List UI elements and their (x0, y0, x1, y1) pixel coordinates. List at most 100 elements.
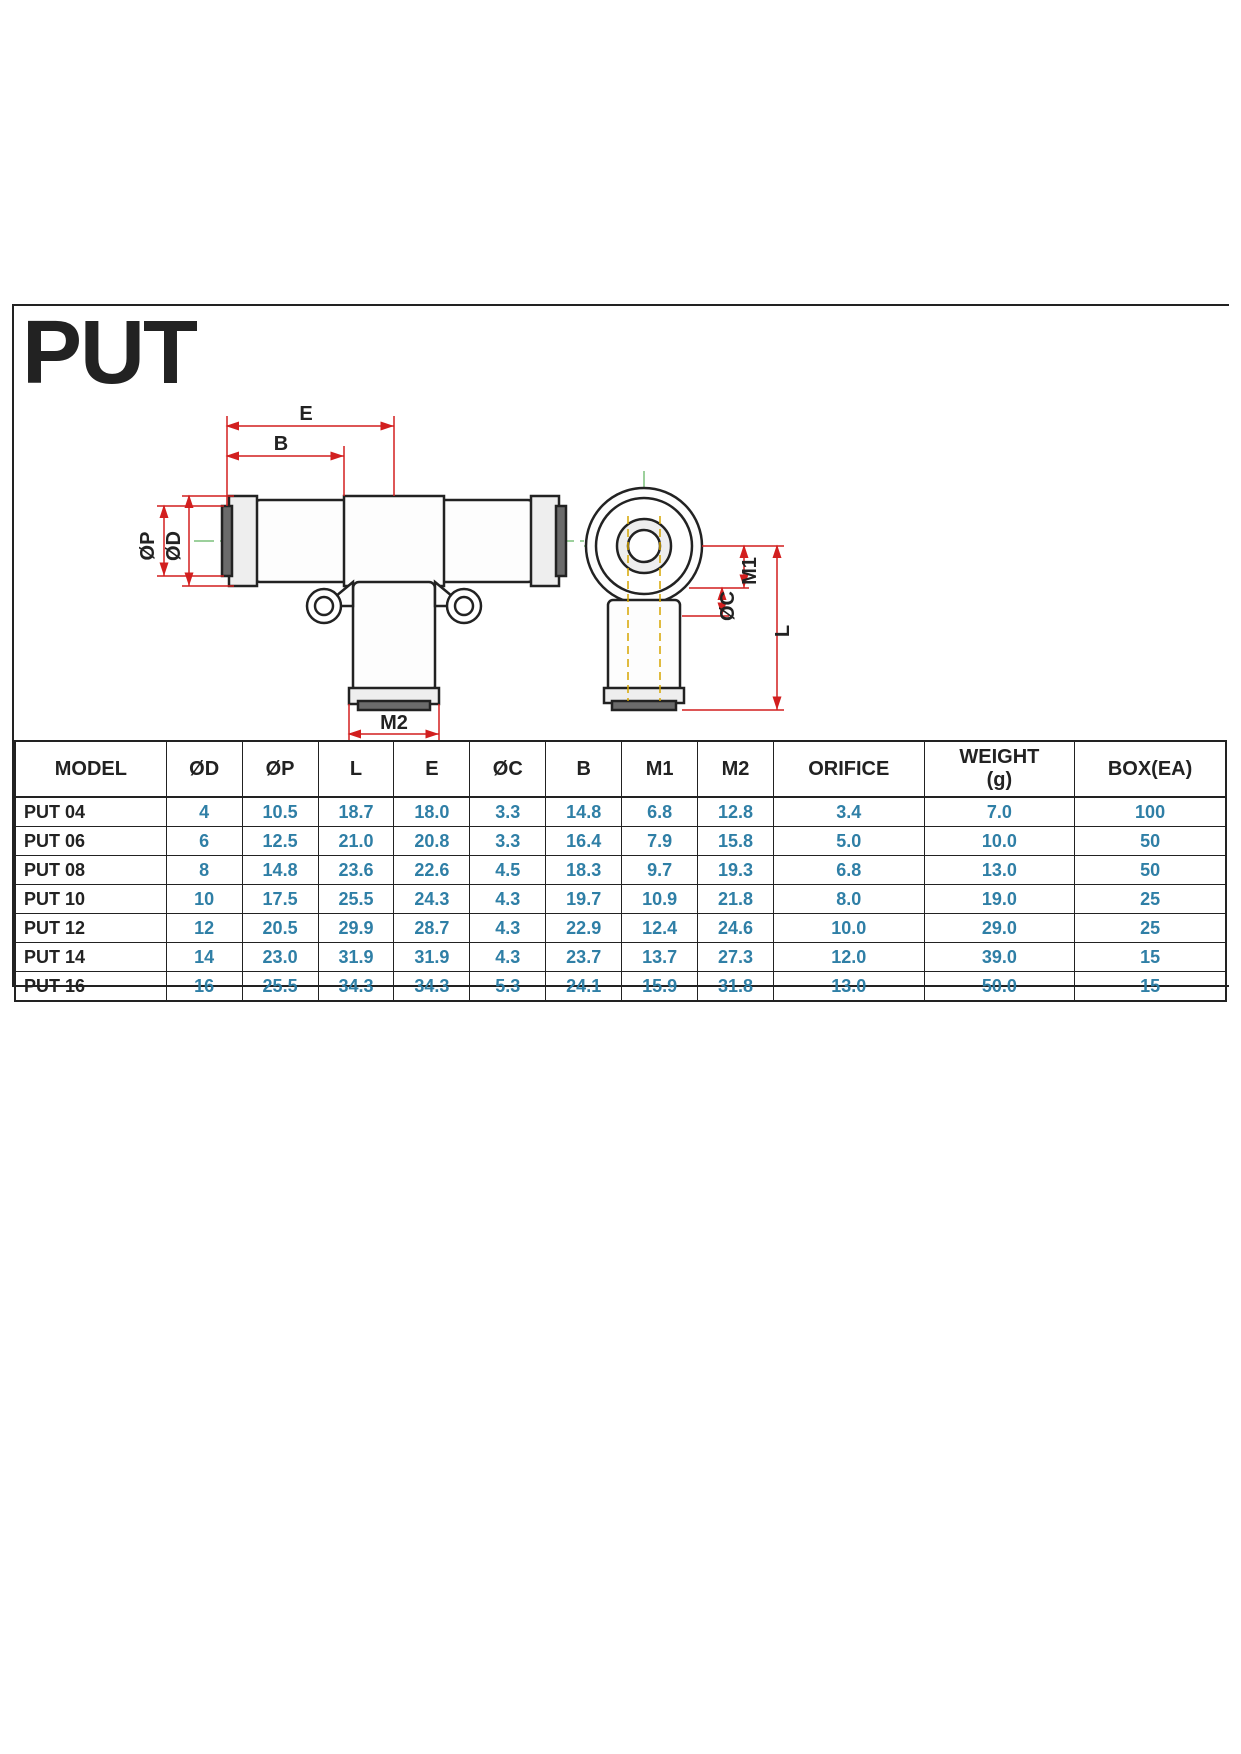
value-cell: 22.6 (394, 856, 470, 885)
drawing-sheet: PUT (12, 304, 1229, 987)
col-BOXEA: BOX(EA) (1075, 741, 1226, 797)
dim-label-OD: ØD (163, 531, 185, 561)
col-WEIGHTg: WEIGHT(g) (924, 741, 1075, 797)
col-C: ØC (470, 741, 546, 797)
value-cell: 50.0 (924, 972, 1075, 1002)
model-cell: PUT 16 (15, 972, 166, 1002)
value-cell: 24.3 (394, 885, 470, 914)
value-cell: 19.0 (924, 885, 1075, 914)
value-cell: 13.0 (773, 972, 924, 1002)
front-view: E B ØP ØD M2 (137, 403, 594, 742)
value-cell: 14.8 (546, 797, 622, 827)
value-cell: 23.0 (242, 943, 318, 972)
dim-label-B: B (274, 433, 288, 455)
value-cell: 20.8 (394, 827, 470, 856)
table-row: PUT 141423.031.931.94.323.713.727.312.03… (15, 943, 1226, 972)
value-cell: 50 (1075, 827, 1226, 856)
value-cell: 12.4 (622, 914, 698, 943)
value-cell: 31.8 (698, 972, 774, 1002)
col-M1: M1 (622, 741, 698, 797)
value-cell: 31.9 (318, 943, 394, 972)
value-cell: 25 (1075, 885, 1226, 914)
value-cell: 34.3 (318, 972, 394, 1002)
value-cell: 4.3 (470, 885, 546, 914)
value-cell: 50 (1075, 856, 1226, 885)
side-view: M1 ØC L (584, 471, 794, 711)
value-cell: 15 (1075, 972, 1226, 1002)
value-cell: 3.3 (470, 827, 546, 856)
value-cell: 27.3 (698, 943, 774, 972)
value-cell: 28.7 (394, 914, 470, 943)
model-cell: PUT 08 (15, 856, 166, 885)
spec-table: MODELØDØPLEØCBM1M2ORIFICEWEIGHT(g)BOX(EA… (14, 740, 1227, 1002)
model-cell: PUT 10 (15, 885, 166, 914)
model-cell: PUT 12 (15, 914, 166, 943)
value-cell: 18.0 (394, 797, 470, 827)
value-cell: 5.3 (470, 972, 546, 1002)
col-B: B (546, 741, 622, 797)
col-M2: M2 (698, 741, 774, 797)
value-cell: 12.5 (242, 827, 318, 856)
value-cell: 15.9 (622, 972, 698, 1002)
col-P: ØP (242, 741, 318, 797)
value-cell: 13.0 (924, 856, 1075, 885)
value-cell: 21.0 (318, 827, 394, 856)
value-cell: 16.4 (546, 827, 622, 856)
value-cell: 24.1 (546, 972, 622, 1002)
value-cell: 25.5 (242, 972, 318, 1002)
table-row: PUT 161625.534.334.35.324.115.931.813.05… (15, 972, 1226, 1002)
value-cell: 15 (1075, 943, 1226, 972)
value-cell: 10.0 (773, 914, 924, 943)
value-cell: 25.5 (318, 885, 394, 914)
technical-drawing: E B ØP ØD M2 (134, 356, 964, 756)
value-cell: 21.8 (698, 885, 774, 914)
col-D: ØD (166, 741, 242, 797)
value-cell: 20.5 (242, 914, 318, 943)
value-cell: 6.8 (622, 797, 698, 827)
model-cell: PUT 14 (15, 943, 166, 972)
value-cell: 25 (1075, 914, 1226, 943)
value-cell: 15.8 (698, 827, 774, 856)
value-cell: 5.0 (773, 827, 924, 856)
col-MODEL: MODEL (15, 741, 166, 797)
model-cell: PUT 04 (15, 797, 166, 827)
dim-label-M2: M2 (380, 712, 408, 734)
value-cell: 12 (166, 914, 242, 943)
value-cell: 6 (166, 827, 242, 856)
value-cell: 4.3 (470, 943, 546, 972)
value-cell: 3.3 (470, 797, 546, 827)
value-cell: 7.9 (622, 827, 698, 856)
value-cell: 9.7 (622, 856, 698, 885)
col-E: E (394, 741, 470, 797)
value-cell: 8 (166, 856, 242, 885)
value-cell: 34.3 (394, 972, 470, 1002)
value-cell: 4.5 (470, 856, 546, 885)
value-cell: 6.8 (773, 856, 924, 885)
dim-label-E: E (299, 403, 312, 425)
value-cell: 10.5 (242, 797, 318, 827)
value-cell: 14 (166, 943, 242, 972)
value-cell: 13.7 (622, 943, 698, 972)
table-row: PUT 121220.529.928.74.322.912.424.610.02… (15, 914, 1226, 943)
value-cell: 4 (166, 797, 242, 827)
value-cell: 19.7 (546, 885, 622, 914)
table-row: PUT 101017.525.524.34.319.710.921.88.019… (15, 885, 1226, 914)
value-cell: 8.0 (773, 885, 924, 914)
col-ORIFICE: ORIFICE (773, 741, 924, 797)
value-cell: 12.8 (698, 797, 774, 827)
value-cell: 29.9 (318, 914, 394, 943)
dim-label-OC: ØC (717, 591, 739, 621)
table-row: PUT 04410.518.718.03.314.86.812.83.47.01… (15, 797, 1226, 827)
value-cell: 10.0 (924, 827, 1075, 856)
value-cell: 100 (1075, 797, 1226, 827)
value-cell: 18.7 (318, 797, 394, 827)
dim-label-L: L (772, 625, 794, 637)
value-cell: 19.3 (698, 856, 774, 885)
dim-label-OP: ØP (137, 532, 159, 561)
table-row: PUT 06612.521.020.83.316.47.915.85.010.0… (15, 827, 1226, 856)
value-cell: 22.9 (546, 914, 622, 943)
value-cell: 39.0 (924, 943, 1075, 972)
model-cell: PUT 06 (15, 827, 166, 856)
value-cell: 29.0 (924, 914, 1075, 943)
value-cell: 17.5 (242, 885, 318, 914)
